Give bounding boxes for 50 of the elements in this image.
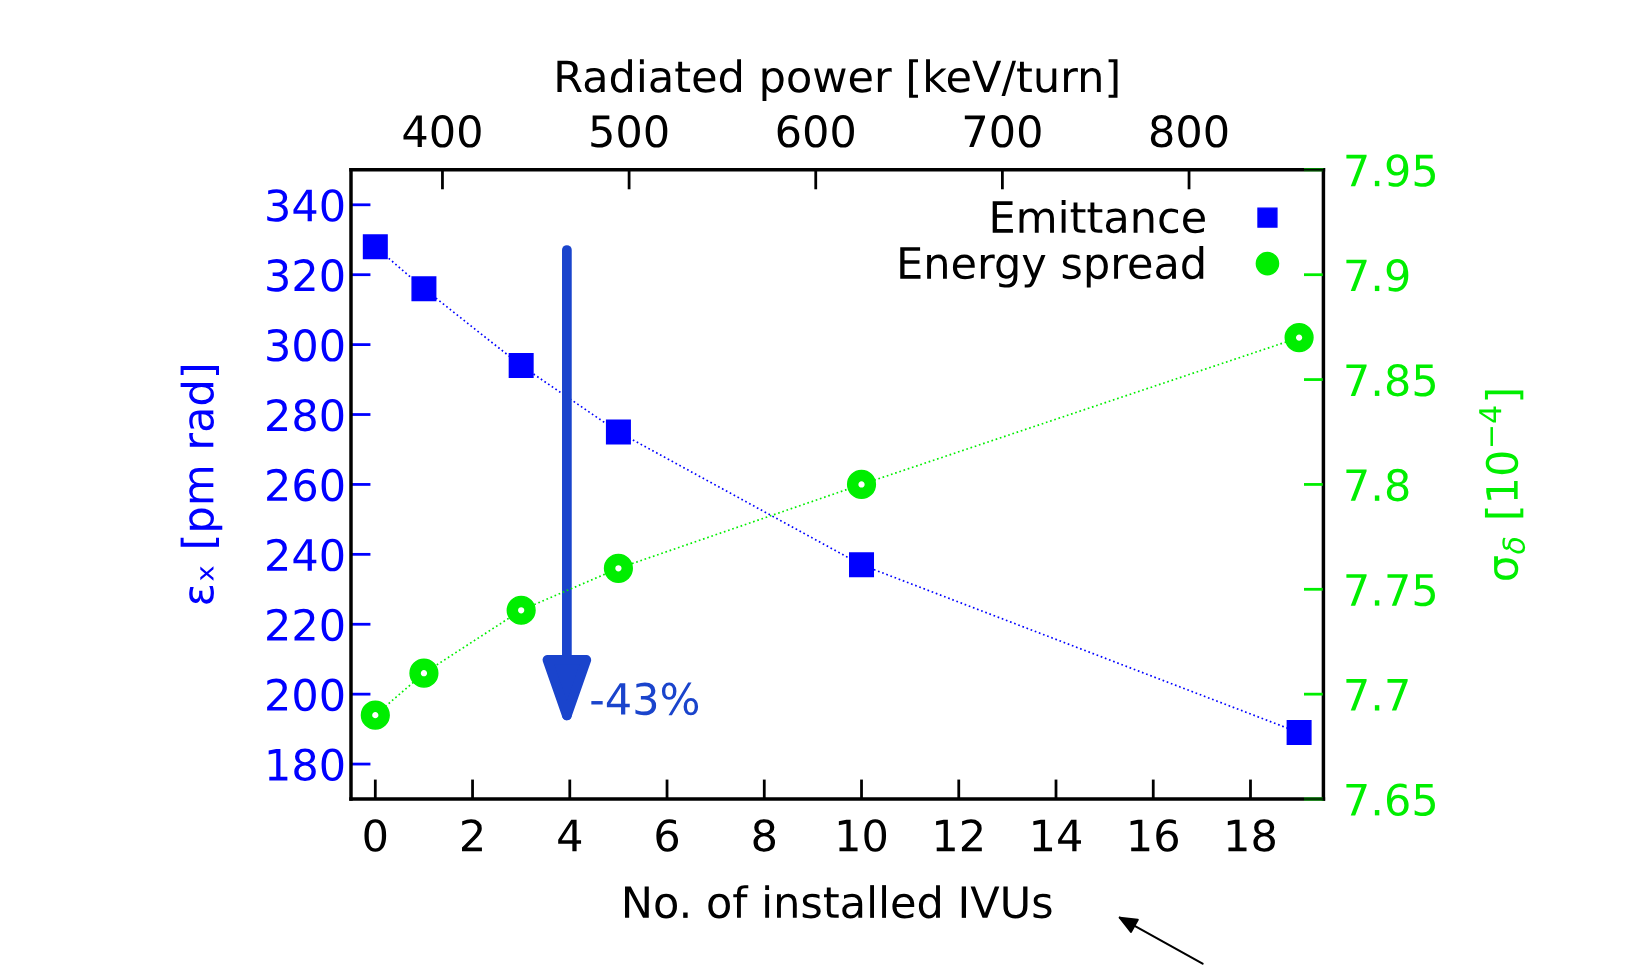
- y-tick-label: 300: [267, 329, 344, 362]
- y-tick-label: 320: [267, 259, 344, 292]
- point: [1286, 720, 1312, 746]
- x-axis-title: No. of installed IVUs: [625, 885, 1052, 919]
- x-tick-label: 12: [936, 819, 982, 852]
- x2-tick-label: 400: [403, 115, 481, 148]
- point: [603, 553, 633, 583]
- point: [1284, 323, 1314, 353]
- x2-tick-label: 500: [591, 115, 668, 148]
- y-tick-label: 260: [267, 468, 344, 502]
- x-tick-label: 10: [838, 819, 887, 852]
- x2-tick-label: 800: [1150, 115, 1228, 148]
- y2-tick-label: 7.95: [1346, 154, 1435, 187]
- y2-tick-label: 7.75: [1346, 574, 1435, 607]
- y2-tick-label: 7.9: [1346, 259, 1409, 292]
- annotation: -43%: [591, 682, 699, 716]
- y2-tick-label: 7.65: [1346, 783, 1435, 816]
- point: [411, 276, 437, 302]
- y-tick-label: 240: [267, 538, 344, 572]
- y2-tick-label: 7.7: [1346, 679, 1408, 711]
- x-tick-label: 0: [364, 819, 387, 852]
- x-tick-label: 18: [1227, 819, 1275, 852]
- x-tick-label: 4: [558, 819, 582, 852]
- y-axis-title: εₓ [pm rad]: [180, 366, 223, 604]
- x-tick-label: 16: [1130, 819, 1178, 852]
- x-tick-label: 2: [462, 819, 482, 852]
- point: [508, 353, 534, 379]
- point: [360, 700, 390, 730]
- y-tick-label: 220: [267, 608, 344, 642]
- legend-label: Energy spread: [900, 245, 1204, 288]
- y-tick-label: 180: [268, 748, 344, 782]
- x-tick-label: 14: [1033, 819, 1081, 852]
- point: [846, 469, 877, 500]
- y2-axis-title: σ$_{δ}$ [10$^{−4}$]: [1479, 390, 1526, 580]
- point: [409, 658, 439, 688]
- y-tick-label: 280: [267, 398, 344, 432]
- x2-tick-label: 600: [777, 115, 854, 148]
- point: [605, 419, 631, 445]
- x-tick-label: 6: [656, 819, 679, 852]
- point: [362, 234, 388, 260]
- y2-tick-label: 7.8: [1346, 468, 1409, 502]
- y-tick-label: 340: [267, 189, 344, 222]
- legend-label: Emittance: [992, 199, 1205, 234]
- y2-tick-label: 7.85: [1346, 363, 1435, 397]
- y-tick-label: 200: [267, 678, 344, 712]
- point: [506, 595, 536, 625]
- x-tick-label: 8: [753, 819, 776, 852]
- point: [849, 552, 875, 578]
- x2-axis-title: Radiated power [keV/turn]: [557, 59, 1118, 102]
- x2-tick-label: 700: [964, 115, 1041, 148]
